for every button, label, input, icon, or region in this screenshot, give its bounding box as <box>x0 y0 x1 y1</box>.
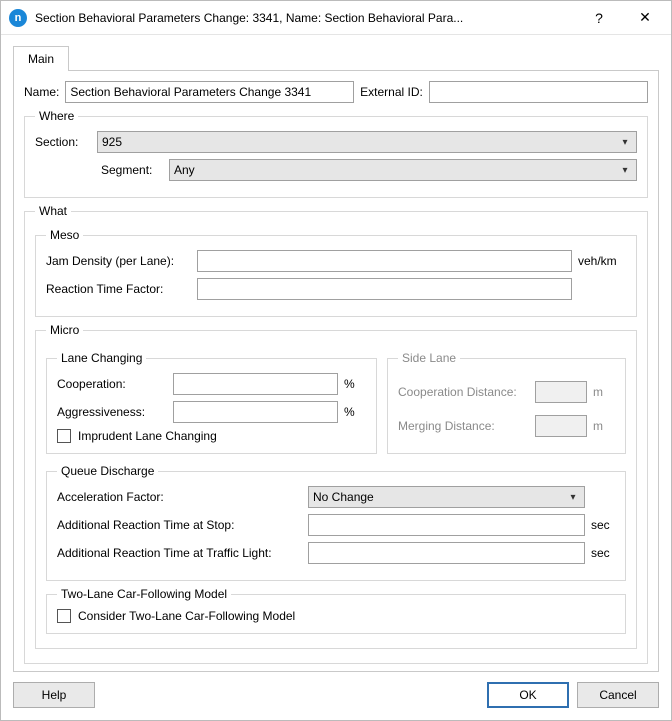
add-reaction-stop-row: Additional Reaction Time at Stop: sec <box>57 514 615 536</box>
tab-main[interactable]: Main <box>13 46 69 71</box>
cooperation-field[interactable] <box>173 373 338 395</box>
where-group: Where Section: 925 ▾ Segment: Any ▾ <box>24 109 648 198</box>
segment-row: Segment: Any ▾ <box>101 159 637 181</box>
consider-two-lane-label: Consider Two-Lane Car-Following Model <box>78 609 295 623</box>
app-icon: n <box>9 9 27 27</box>
jam-density-field[interactable] <box>197 250 572 272</box>
what-group: What Meso Jam Density (per Lane): veh/km… <box>24 204 648 664</box>
name-label: Name: <box>24 85 59 99</box>
aggressiveness-field[interactable] <box>173 401 338 423</box>
add-reaction-light-label: Additional Reaction Time at Traffic Ligh… <box>57 546 302 560</box>
two-lane-legend: Two-Lane Car-Following Model <box>57 587 231 601</box>
jam-density-unit: veh/km <box>578 254 626 268</box>
external-id-field[interactable] <box>429 81 648 103</box>
segment-select[interactable]: Any ▾ <box>169 159 637 181</box>
merging-distance-unit: m <box>593 419 615 433</box>
chevron-down-icon: ▾ <box>618 137 632 148</box>
ok-button[interactable]: OK <box>487 682 569 708</box>
name-row: Name: External ID: <box>24 81 648 103</box>
tabstrip: Main <box>13 45 659 71</box>
side-lane-group: Side Lane Cooperation Distance: m Mergin… <box>387 351 626 454</box>
checkbox-box-icon <box>57 609 71 623</box>
micro-columns: Lane Changing Cooperation: % Aggressiven… <box>46 345 626 458</box>
section-select[interactable]: 925 ▾ <box>97 131 637 153</box>
reaction-factor-label: Reaction Time Factor: <box>46 282 191 296</box>
meso-legend: Meso <box>46 228 83 242</box>
coop-distance-label: Cooperation Distance: <box>398 385 529 399</box>
close-icon[interactable]: ✕ <box>627 5 663 31</box>
window-title: Section Behavioral Parameters Change: 33… <box>35 11 571 25</box>
consider-two-lane-checkbox[interactable]: Consider Two-Lane Car-Following Model <box>57 609 615 623</box>
chevron-down-icon: ▾ <box>618 165 632 176</box>
coop-distance-row: Cooperation Distance: m <box>398 381 615 403</box>
dialog-window: n Section Behavioral Parameters Change: … <box>0 0 672 721</box>
aggressiveness-row: Aggressiveness: % <box>57 401 366 423</box>
jam-density-label: Jam Density (per Lane): <box>46 254 191 268</box>
help-icon[interactable]: ? <box>581 5 617 31</box>
coop-distance-field <box>535 381 587 403</box>
accel-factor-select[interactable]: No Change ▾ <box>308 486 585 508</box>
chevron-down-icon: ▾ <box>566 492 580 503</box>
merging-distance-label: Merging Distance: <box>398 419 529 433</box>
segment-label: Segment: <box>101 163 163 177</box>
cooperation-label: Cooperation: <box>57 377 167 391</box>
add-reaction-light-unit: sec <box>591 546 615 560</box>
meso-group: Meso Jam Density (per Lane): veh/km Reac… <box>35 228 637 317</box>
section-value: 925 <box>102 135 618 149</box>
aggressiveness-unit: % <box>344 405 366 419</box>
external-id-label: External ID: <box>360 85 423 99</box>
imprudent-checkbox[interactable]: Imprudent Lane Changing <box>57 429 366 443</box>
reaction-factor-row: Reaction Time Factor: <box>46 278 626 300</box>
merging-distance-row: Merging Distance: m <box>398 415 615 437</box>
micro-group: Micro Lane Changing Cooperation: % <box>35 323 637 649</box>
button-bar: Help OK Cancel <box>1 672 671 720</box>
side-lane-legend: Side Lane <box>398 351 460 365</box>
cooperation-unit: % <box>344 377 366 391</box>
accel-factor-row: Acceleration Factor: No Change ▾ <box>57 486 615 508</box>
lane-changing-group: Lane Changing Cooperation: % Aggressiven… <box>46 351 377 454</box>
queue-discharge-legend: Queue Discharge <box>57 464 158 478</box>
imprudent-label: Imprudent Lane Changing <box>78 429 217 443</box>
where-legend: Where <box>35 109 78 123</box>
merging-distance-field <box>535 415 587 437</box>
add-reaction-light-field[interactable] <box>308 542 585 564</box>
titlebar: n Section Behavioral Parameters Change: … <box>1 1 671 35</box>
cancel-button[interactable]: Cancel <box>577 682 659 708</box>
micro-legend: Micro <box>46 323 83 337</box>
name-field[interactable] <box>65 81 354 103</box>
window-controls: ? ✕ <box>581 5 663 31</box>
accel-factor-label: Acceleration Factor: <box>57 490 302 504</box>
reaction-factor-field[interactable] <box>197 278 572 300</box>
help-button[interactable]: Help <box>13 682 95 708</box>
add-reaction-stop-field[interactable] <box>308 514 585 536</box>
add-reaction-stop-unit: sec <box>591 518 615 532</box>
add-reaction-stop-label: Additional Reaction Time at Stop: <box>57 518 302 532</box>
queue-discharge-group: Queue Discharge Acceleration Factor: No … <box>46 464 626 581</box>
aggressiveness-label: Aggressiveness: <box>57 405 167 419</box>
add-reaction-light-row: Additional Reaction Time at Traffic Ligh… <box>57 542 615 564</box>
what-legend: What <box>35 204 71 218</box>
tab-panel-main: Name: External ID: Where Section: 925 ▾ … <box>13 71 659 672</box>
checkbox-box-icon <box>57 429 71 443</box>
cooperation-row: Cooperation: % <box>57 373 366 395</box>
jam-density-row: Jam Density (per Lane): veh/km <box>46 250 626 272</box>
section-label: Section: <box>35 135 91 149</box>
lane-changing-legend: Lane Changing <box>57 351 146 365</box>
section-row: Section: 925 ▾ <box>35 131 637 153</box>
two-lane-group: Two-Lane Car-Following Model Consider Tw… <box>46 587 626 634</box>
accel-factor-value: No Change <box>313 490 566 504</box>
coop-distance-unit: m <box>593 385 615 399</box>
content-area: Main Name: External ID: Where Section: 9… <box>1 35 671 672</box>
segment-value: Any <box>174 163 618 177</box>
